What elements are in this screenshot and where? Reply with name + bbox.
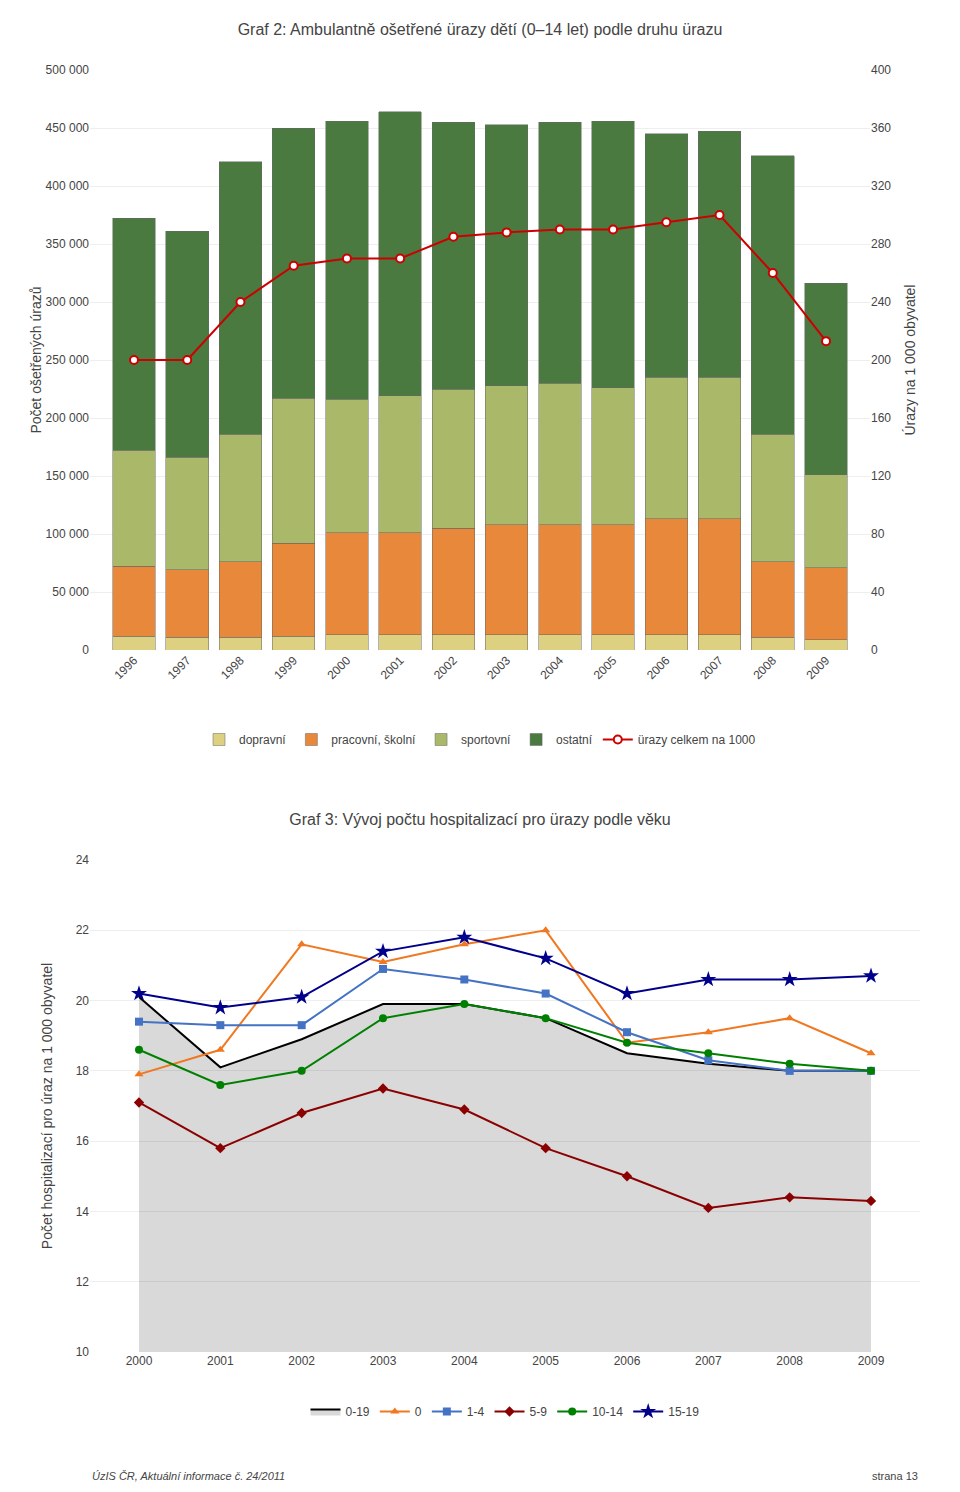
svg-text:10-14: 10-14 [592, 1405, 623, 1419]
svg-text:2004: 2004 [451, 1354, 478, 1368]
svg-text:2004: 2004 [537, 653, 566, 682]
svg-text:strana 13: strana 13 [872, 1470, 918, 1482]
svg-text:Graf 3: Vývoj počtu hospitaliz: Graf 3: Vývoj počtu hospitalizací pro ür… [289, 811, 671, 828]
svg-text:40: 40 [871, 585, 885, 599]
svg-text:1999: 1999 [271, 653, 300, 682]
svg-text:150 000: 150 000 [46, 469, 90, 483]
svg-text:1996: 1996 [112, 653, 141, 682]
svg-text:400 000: 400 000 [46, 179, 90, 193]
svg-text:18: 18 [76, 1064, 90, 1078]
svg-text:pracovní, školní: pracovní, školní [331, 733, 416, 747]
svg-text:160: 160 [871, 411, 891, 425]
svg-text:2008: 2008 [750, 653, 779, 682]
svg-text:2007: 2007 [697, 653, 726, 682]
svg-text:10: 10 [76, 1345, 90, 1359]
svg-text:320: 320 [871, 179, 891, 193]
svg-text:16: 16 [76, 1134, 90, 1148]
svg-text:360: 360 [871, 121, 891, 135]
svg-text:350 000: 350 000 [46, 237, 90, 251]
svg-text:50 000: 50 000 [52, 585, 89, 599]
svg-text:2000: 2000 [126, 1354, 153, 1368]
svg-text:2006: 2006 [614, 1354, 641, 1368]
svg-text:14: 14 [76, 1205, 90, 1219]
svg-text:sportovní: sportovní [461, 733, 511, 747]
svg-text:12: 12 [76, 1275, 90, 1289]
svg-text:2001: 2001 [207, 1354, 234, 1368]
svg-text:80: 80 [871, 527, 885, 541]
svg-text:100 000: 100 000 [46, 527, 90, 541]
svg-text:20: 20 [76, 994, 90, 1008]
svg-text:24: 24 [76, 853, 90, 867]
svg-text:400: 400 [871, 63, 891, 77]
svg-text:250 000: 250 000 [46, 353, 90, 367]
svg-text:1998: 1998 [218, 653, 247, 682]
svg-text:5-9: 5-9 [530, 1405, 548, 1419]
svg-text:2003: 2003 [484, 653, 513, 682]
svg-text:120: 120 [871, 469, 891, 483]
svg-text:300 000: 300 000 [46, 295, 90, 309]
svg-text:1997: 1997 [165, 653, 194, 682]
svg-text:2005: 2005 [591, 653, 620, 682]
svg-text:ÚzIS ČR, Aktuální informace č.: ÚzIS ČR, Aktuální informace č. 24/2011 [92, 1470, 285, 1482]
svg-text:ostatní: ostatní [556, 733, 593, 747]
svg-text:Počet ošetřených úrazů: Počet ošetřených úrazů [28, 286, 44, 433]
svg-text:2002: 2002 [431, 653, 460, 682]
svg-text:dopravní: dopravní [239, 733, 286, 747]
svg-text:200: 200 [871, 353, 891, 367]
svg-text:500 000: 500 000 [46, 63, 90, 77]
svg-text:0: 0 [82, 643, 89, 657]
svg-text:2008: 2008 [776, 1354, 803, 1368]
svg-text:240: 240 [871, 295, 891, 309]
svg-text:2006: 2006 [644, 653, 673, 682]
svg-text:200 000: 200 000 [46, 411, 90, 425]
svg-text:0: 0 [871, 643, 878, 657]
svg-text:2009: 2009 [804, 653, 833, 682]
svg-text:Graf 2: Ambulantně ošetřené ür: Graf 2: Ambulantně ošetřené ürazy dětí (… [238, 21, 723, 38]
svg-text:2000: 2000 [325, 653, 354, 682]
svg-text:1-4: 1-4 [467, 1405, 485, 1419]
svg-text:280: 280 [871, 237, 891, 251]
svg-text:2003: 2003 [370, 1354, 397, 1368]
svg-text:0: 0 [415, 1405, 422, 1419]
svg-text:15-19: 15-19 [668, 1405, 699, 1419]
svg-text:2002: 2002 [288, 1354, 315, 1368]
svg-text:ürazy celkem na 1000: ürazy celkem na 1000 [638, 733, 756, 747]
svg-text:Úrazy na 1 000 obyvatel: Úrazy na 1 000 obyvatel [902, 285, 918, 436]
svg-text:450 000: 450 000 [46, 121, 90, 135]
svg-text:2001: 2001 [378, 653, 407, 682]
svg-text:Počet hospitalizací pro úraz n: Počet hospitalizací pro úraz na 1 000 ob… [39, 963, 55, 1249]
svg-text:2007: 2007 [695, 1354, 722, 1368]
svg-text:2005: 2005 [532, 1354, 559, 1368]
svg-text:2009: 2009 [858, 1354, 885, 1368]
svg-text:22: 22 [76, 923, 90, 937]
svg-text:0-19: 0-19 [346, 1405, 370, 1419]
